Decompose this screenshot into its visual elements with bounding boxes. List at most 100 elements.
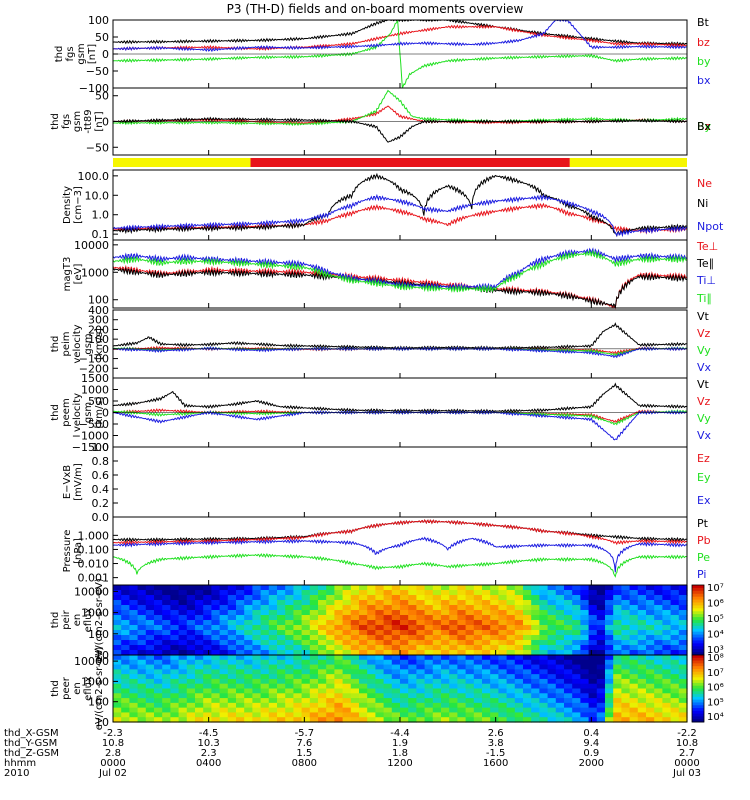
heatmap-cell	[350, 605, 360, 611]
heatmap-cell	[408, 669, 417, 675]
time-axis-value: 1.8	[392, 748, 408, 759]
heatmap-cell	[572, 650, 581, 656]
heatmap-cell	[309, 674, 319, 680]
legend-entry: Npot	[697, 220, 724, 233]
heatmap-cell	[482, 669, 491, 675]
heatmap-cell	[654, 605, 663, 611]
heatmap-cell	[318, 688, 327, 694]
heatmap-cell	[293, 585, 303, 591]
heatmap-cell	[170, 683, 180, 690]
heatmap-cell	[301, 590, 311, 596]
heatmap-cell	[121, 615, 130, 621]
heatmap-cell	[359, 702, 368, 709]
heatmap-cell	[219, 707, 229, 714]
ytick-label: 0.2	[92, 497, 110, 510]
heatmap-cell	[678, 615, 688, 621]
heatmap-cell	[498, 683, 508, 690]
heatmap-cell	[154, 620, 163, 626]
heatmap-cell	[564, 610, 573, 616]
heatmap-cell	[350, 595, 360, 601]
heatmap-cell	[662, 664, 672, 670]
heatmap-cell	[637, 683, 647, 690]
heatmap-cell	[236, 625, 245, 631]
heatmap-cell	[342, 678, 352, 685]
heatmap-cell	[400, 659, 409, 666]
heatmap-cell	[588, 625, 598, 631]
heatmap-cell	[465, 698, 475, 704]
heatmap-cell	[432, 615, 442, 621]
heatmap-cell	[637, 585, 647, 591]
heatmap-cell	[391, 717, 401, 723]
heatmap-cell	[514, 625, 524, 631]
heatmap-cell	[260, 698, 270, 704]
heatmap-cell	[473, 655, 483, 661]
heatmap-cell	[137, 698, 147, 704]
heatmap-cell	[547, 655, 557, 661]
heatmap-cell	[621, 712, 631, 718]
heatmap-cell	[301, 600, 311, 606]
legend-entry: Pe	[697, 551, 710, 564]
heatmap-cell	[621, 635, 631, 641]
heatmap-cell	[350, 717, 360, 723]
heatmap-cell	[309, 615, 319, 621]
heatmap-cell	[506, 585, 516, 591]
heatmap-cell	[482, 615, 491, 621]
heatmap-cell	[326, 655, 335, 661]
heatmap-cell	[154, 683, 163, 690]
series-line	[112, 536, 688, 573]
heatmap-cell	[137, 600, 147, 606]
ytick-label: 10000	[74, 585, 109, 598]
heatmap-cell	[416, 655, 426, 661]
heatmap-cell	[195, 590, 204, 596]
heatmap-cell	[416, 669, 426, 675]
heatmap-cell	[260, 590, 270, 596]
heatmap-cell	[432, 664, 442, 670]
heatmap-cell	[145, 610, 155, 616]
ylabel: thdfgsgsm-tt89[nT]	[50, 109, 105, 133]
heatmap-cell	[408, 635, 417, 641]
heatmap-cell	[613, 650, 622, 656]
heatmap-cell	[227, 585, 237, 591]
heatmap-cell	[293, 600, 303, 606]
heatmap-cell	[121, 702, 130, 709]
heatmap-cell	[629, 669, 639, 675]
heatmap-cell	[457, 702, 467, 709]
heatmap-cell	[424, 605, 434, 611]
time-axis-value: 9.4	[583, 738, 599, 749]
heatmap-cell	[490, 688, 499, 694]
heatmap-cell	[588, 590, 598, 596]
heatmap-cell	[605, 590, 614, 596]
heatmap-cell	[482, 693, 491, 699]
heatmap-cell	[113, 595, 122, 601]
heatmap-cell	[400, 625, 409, 631]
heatmap-cell	[178, 590, 188, 596]
heatmap-cell	[621, 669, 631, 675]
heatmap-cell	[219, 683, 229, 690]
heatmap-cell	[621, 610, 631, 616]
heatmap-cell	[285, 620, 294, 626]
heatmap-cell	[473, 702, 483, 709]
heatmap-cell	[129, 664, 139, 670]
legend-entry: Ey	[697, 471, 711, 484]
heatmap-cell	[391, 635, 401, 641]
heatmap-cell	[555, 590, 565, 596]
heatmap-cell	[580, 650, 590, 656]
legend-entry: Bx	[697, 120, 712, 133]
heatmap-cell	[580, 678, 590, 685]
heatmap-cell	[621, 702, 631, 709]
heatmap-cell	[580, 645, 590, 651]
ytick-label: −50	[86, 65, 109, 78]
heatmap-cell	[441, 712, 450, 718]
panel-frame	[112, 446, 688, 518]
heatmap-cell	[236, 630, 245, 636]
heatmap-cell	[162, 712, 171, 718]
heatmap-cell	[350, 664, 360, 670]
heatmap-cell	[572, 620, 581, 626]
heatmap-cell	[260, 674, 270, 680]
ytick-label: 1.0	[92, 209, 110, 222]
heatmap-cell	[523, 635, 532, 641]
heatmap-cell	[236, 707, 245, 714]
heatmap-cell	[285, 702, 294, 709]
series-line	[112, 519, 688, 546]
heatmap-cell	[326, 712, 335, 718]
